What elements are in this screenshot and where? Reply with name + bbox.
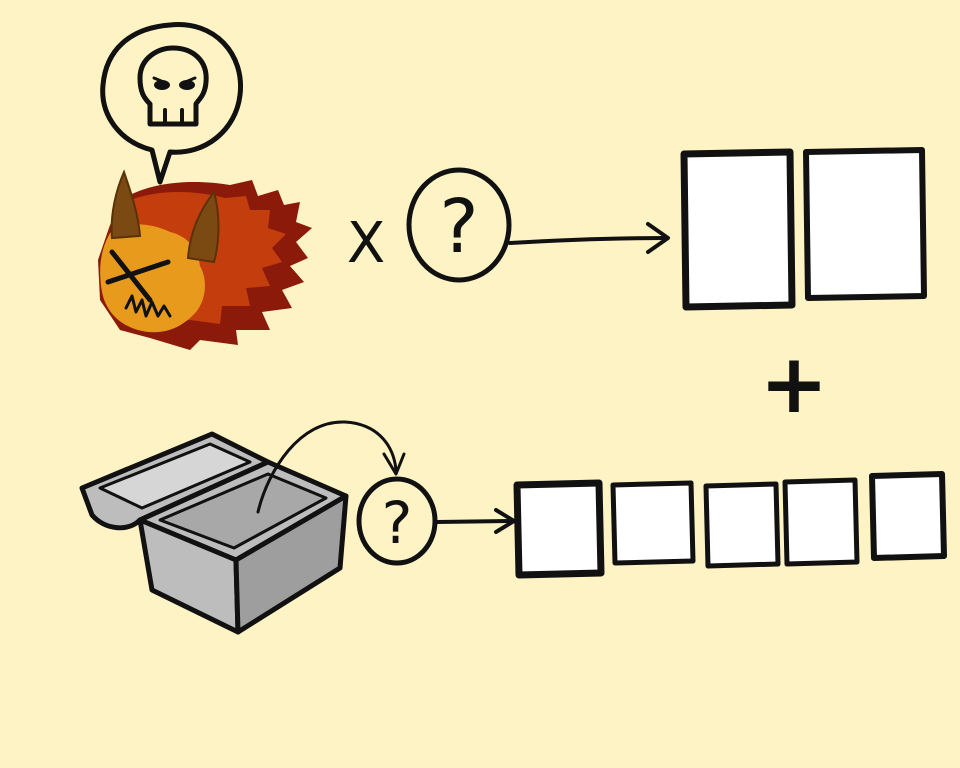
question-circle-bottom: ? (356, 476, 438, 566)
question-circle-top: ? (406, 167, 512, 283)
card-bottom-3 (703, 481, 781, 569)
top-card-row (680, 147, 927, 311)
arrow-bottom (435, 508, 516, 534)
bottom-card-row (513, 471, 947, 579)
speech-bubble-icon (100, 22, 244, 185)
question-mark-bottom: ? (382, 489, 413, 557)
card-top-2 (803, 147, 927, 301)
times-sign: X (347, 211, 385, 276)
horned-fire-monster-icon (98, 169, 312, 350)
card-bottom-2 (610, 480, 696, 566)
card-top-1 (680, 148, 796, 311)
curved-arrow (256, 420, 406, 514)
open-treasure-chest-icon (79, 431, 349, 635)
card-bottom-4 (782, 477, 860, 567)
question-mark-top: ? (439, 184, 478, 270)
card-bottom-1 (513, 479, 605, 579)
card-bottom-5 (869, 471, 947, 561)
arrow-top (508, 222, 670, 254)
skull-icon (137, 45, 209, 127)
plus-sign: + (760, 337, 829, 432)
